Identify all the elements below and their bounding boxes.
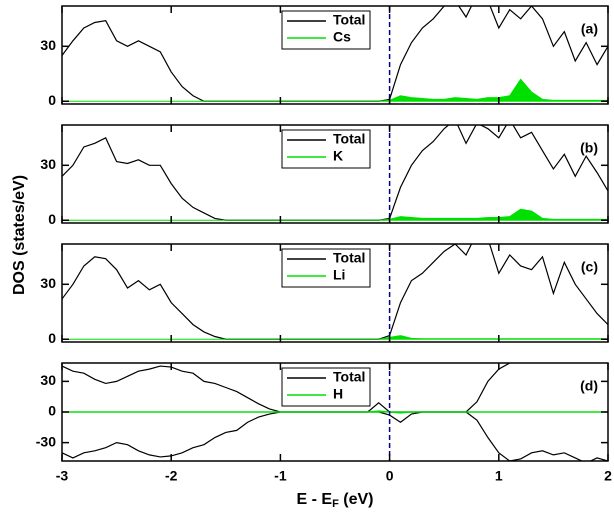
y-tick-label: 30 — [40, 37, 56, 53]
y-tick-label: 30 — [40, 275, 56, 291]
y-tick-label: 30 — [40, 372, 56, 388]
y-tick-label: 0 — [48, 92, 56, 108]
legend-label: Total — [333, 250, 365, 266]
area — [62, 208, 608, 221]
x-label-unit: (eV) — [339, 491, 374, 508]
x-tick-label: -1 — [274, 468, 287, 484]
legend-label: Cs — [333, 29, 351, 45]
x-label-sub: F — [332, 498, 339, 510]
y-tick-label: 30 — [40, 156, 56, 172]
x-tick-label: 2 — [604, 468, 612, 484]
y-tick-label: -30 — [36, 433, 56, 449]
axes-frame — [61, 124, 609, 224]
x-label-main: E - E — [297, 491, 333, 508]
y-tick-label: 0 — [48, 211, 56, 227]
legend-box — [281, 10, 371, 50]
axes-frame — [61, 5, 609, 105]
line — [62, 411, 608, 414]
legend-label: Total — [333, 131, 365, 147]
x-tick-label: -2 — [165, 468, 178, 484]
plot-area — [62, 363, 608, 461]
panel-label: (a) — [581, 21, 598, 37]
y-axis-label: DOS (states/eV) — [11, 175, 28, 295]
plot-area — [62, 244, 608, 340]
x-axis-label: E - EF (eV) — [297, 491, 374, 510]
y-tick-label: 0 — [48, 330, 56, 346]
legend-label: Li — [333, 267, 345, 283]
axes-frame — [61, 243, 609, 343]
legend-label: Total — [333, 12, 365, 28]
legend-box — [281, 129, 371, 169]
x-tick-label: 1 — [495, 468, 503, 484]
legend-label: H — [333, 386, 343, 402]
legend-box — [281, 248, 371, 288]
y-tick-label: 0 — [48, 403, 56, 419]
line — [62, 411, 608, 461]
area — [62, 78, 608, 102]
panel-label: (c) — [581, 259, 598, 275]
legend-box — [281, 367, 371, 407]
area — [62, 335, 608, 340]
panel-label: (b) — [580, 140, 598, 156]
x-tick-label: -3 — [56, 468, 69, 484]
plot-area — [62, 6, 608, 102]
x-tick-label: 0 — [386, 468, 394, 484]
panel-label: (d) — [580, 378, 598, 394]
legend-label: K — [333, 148, 343, 164]
legend-label: Total — [333, 369, 365, 385]
plot-area — [62, 125, 608, 221]
